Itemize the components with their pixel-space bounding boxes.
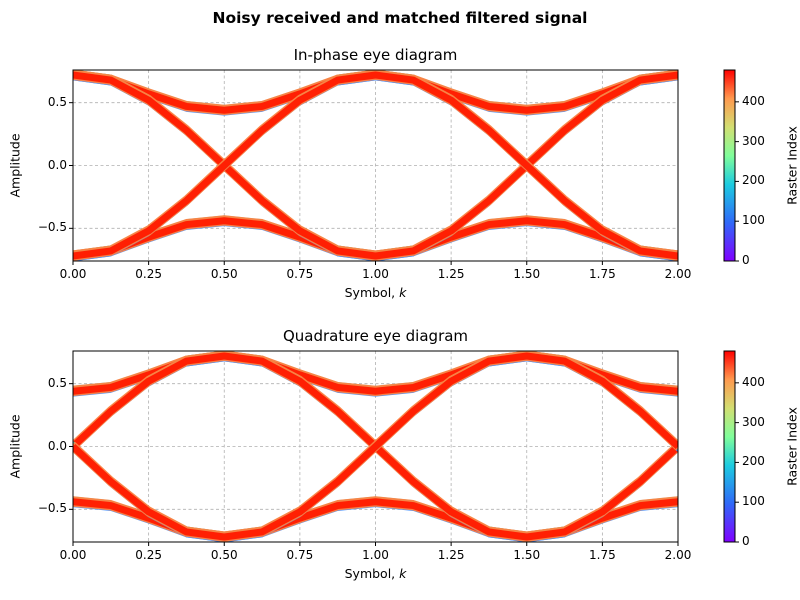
x-tick-label: 0.50 [210,267,238,281]
eye-traces [73,351,678,542]
x-tick-label: 1.75 [589,267,616,281]
x-tick-label: 1.50 [513,267,541,281]
quadrature-axes [69,350,679,546]
y-tick-label: 0.0 [47,157,67,172]
x-tick-label: 1.50 [513,548,541,562]
y-tick-label: 0.5 [47,375,67,390]
y-tick-label: 0.5 [47,94,67,109]
x-tick-label: 2.00 [664,548,692,562]
x-tick-label: 1.25 [437,267,465,281]
colorbar-tick-label: 0 [742,534,750,548]
x-tick-label: 0.50 [210,548,238,562]
colorbar [723,350,739,543]
colorbar-tick-label: 200 [742,454,765,469]
colorbar-tick-label: 0 [742,253,750,267]
x-tick-label: 0.75 [286,267,314,281]
eye-traces [73,70,678,261]
x-axis-label: Symbol, k [344,566,407,581]
x-axis-label: Symbol, k [344,285,407,300]
y-axis-label: Amplitude [7,132,23,198]
colorbar-tick-label: 100 [742,213,765,228]
x-tick-label: 2.00 [664,267,692,281]
x-tick-label: 0.25 [135,548,162,562]
x-tick-label: 1.00 [362,548,389,562]
colorbar-tick-label: 100 [742,494,765,509]
y-tick-label: −0.5 [37,501,67,516]
quadrature-title: Quadrature eye diagram [282,327,469,345]
colorbar-tick-label: 400 [742,93,765,108]
colorbar-tick-label: 200 [742,173,765,188]
colorbar-tick-label: 400 [742,374,765,389]
x-tick-label: 0.25 [135,267,162,281]
x-tick-label: 0.00 [59,267,87,281]
figure-suptitle: Noisy received and matched filtered sign… [212,9,588,27]
x-axis-variable: k [399,285,407,300]
colorbar-tick-label: 300 [742,414,765,429]
inphase-title: In-phase eye diagram [293,46,458,64]
y-tick-label: 0.0 [47,438,67,453]
colorbar [723,69,739,262]
y-tick-label: −0.5 [37,220,67,235]
x-axis-variable: k [399,566,407,581]
inphase-axes [69,69,679,265]
y-axis-label: Amplitude [7,413,23,479]
x-tick-label: 0.75 [286,548,314,562]
x-tick-label: 1.75 [589,548,616,562]
colorbar-label: Raster Index [784,406,800,486]
colorbar-label: Raster Index [784,125,800,205]
x-tick-label: 1.25 [437,548,465,562]
colorbar-tick-label: 300 [742,133,765,148]
x-tick-label: 1.00 [362,267,389,281]
x-tick-label: 0.00 [59,548,87,562]
